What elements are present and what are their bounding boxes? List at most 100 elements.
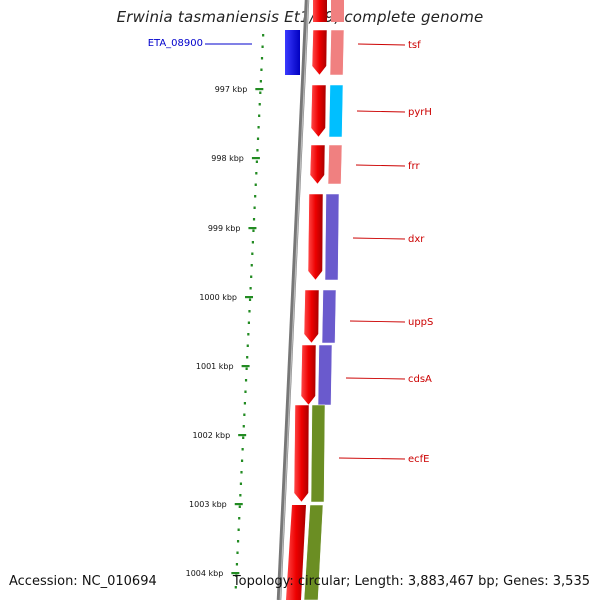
gene-label-line [349,320,406,323]
scale-dot [235,574,238,577]
scale-dot [253,206,256,209]
gene-arrow-upps [303,289,320,344]
scale-dot [258,114,261,117]
gene-arrow-ecfe [293,404,310,503]
scale-dot [248,298,252,301]
scale-tick-label: 1003 kbp [189,500,227,509]
gene-label-upps: uppS [408,317,433,328]
gene-arrow-pyrh [310,84,327,138]
scale-dot [256,137,260,140]
scale-dot [254,183,257,186]
scale-dot [246,356,249,359]
cog-bar-dxr [324,193,340,281]
cog-bar-partial-top [331,0,344,22]
accession-text: Accession: NC_010694 [9,574,157,589]
scale-dot [240,471,243,474]
scale-dot [241,448,244,451]
scale-dot [235,563,239,566]
scale-dot [247,321,251,324]
scale-dot [256,149,259,152]
topology-summary: Topology: circular; Length: 3,883,467 bp… [232,574,590,589]
scale-tick [248,227,257,230]
scale-dot [243,402,247,405]
gene-arrow-cdsa [300,344,317,406]
cog-bar-partial-bottom [303,504,324,600]
scale-dot [237,528,240,531]
scale-dot [259,91,262,94]
backbone-highlight [279,0,309,600]
gene-label-tsf: tsf [408,40,421,51]
gene-arrow-dxr [307,193,324,281]
gene-label-line [355,164,406,167]
scale-tick [245,296,254,299]
scale-dot [248,310,251,313]
gene-arrow-partial-bottom [286,505,306,600]
scale-dot [252,218,256,221]
scale-tick-label: 1002 kbp [192,431,230,440]
cog-bar-tsf [329,29,345,76]
scale-dot [251,241,254,244]
gene-label-frr: frr [408,161,420,172]
scale-tick-label: 1001 kbp [196,362,234,371]
gene-label-ecfe: ecfE [408,454,430,465]
scale-dot [236,540,240,543]
cog-bar-frr [327,144,343,185]
scale-tick-label: 1000 kbp [199,293,237,302]
scale-dot [247,333,250,336]
scale-tick-label: 1004 kbp [186,569,224,578]
scale-tick [238,434,247,437]
scale-tick [234,503,243,506]
scale-dot [252,229,255,232]
scale-dot [260,57,264,60]
scale-dot [257,126,260,129]
scale-tick [231,572,240,575]
cog-bar-ecfe [310,404,326,503]
gene-label-line [357,43,406,46]
scale-dot [255,160,258,163]
scale-dot [262,34,265,37]
scale-dot [250,275,253,278]
scale-dot [238,505,241,508]
scale-dot [243,413,246,416]
gene-label-cdsa: cdsA [408,374,432,385]
scale-dot [259,80,262,83]
scale-dot [236,551,239,554]
cog-bar-upps [321,289,337,344]
scale-dot [254,195,257,198]
scale-dot [251,252,254,255]
scale-dot [244,379,248,382]
gene-label-pyrh: pyrH [408,107,432,118]
cog-bar-cdsa [317,344,333,406]
scale-dot [244,390,247,393]
gene-label-line [338,457,406,460]
scale-tick-label: 999 kbp [208,224,241,233]
scale-dot [261,45,264,48]
scale-dot [239,494,242,497]
scale-dot [258,103,261,106]
gene-label-dxr: dxr [408,234,425,245]
gene-label-eta-08900: ETA_08900 [148,38,203,49]
scale-dot [250,264,253,267]
gene-arrow-frr [309,144,326,185]
gene-eta-08900 [285,30,300,75]
scale-dot [249,287,252,290]
scale-dot [239,482,243,485]
cog-bar-pyrh [328,84,344,138]
gene-arrow-partial-top [313,0,327,22]
scale-dot [238,517,241,520]
scale-dot [234,586,237,589]
genome-title: Erwinia tasmaniensis Et1/99, complete ge… [116,8,484,26]
scale-dot [255,172,258,175]
scale-tick-label: 997 kbp [215,85,248,94]
scale-tick [255,88,264,91]
scale-tick-label: 998 kbp [211,154,244,163]
scale-tick [251,157,260,160]
scale-tick [241,365,250,368]
scale-dot [242,436,245,439]
backbone-line [276,0,310,600]
gene-label-line [352,237,406,240]
scale-dot [245,367,248,370]
gene-label-line [356,110,406,113]
